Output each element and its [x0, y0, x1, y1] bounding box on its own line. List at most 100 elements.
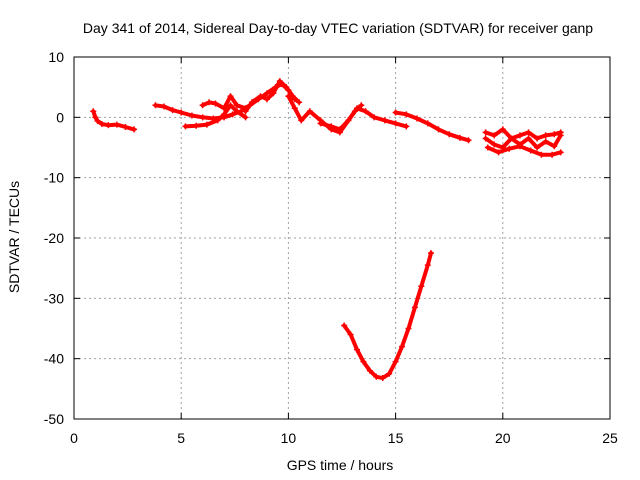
data-point: [379, 374, 386, 381]
data-point: [366, 367, 373, 374]
data-point: [291, 105, 298, 112]
data-point: [362, 108, 369, 115]
data-point: [341, 322, 348, 329]
data-point: [358, 102, 365, 109]
data-point: [298, 117, 305, 124]
data-point: [499, 126, 506, 133]
data-point: [113, 121, 120, 128]
data-point: [345, 117, 352, 124]
data-point: [351, 108, 358, 115]
data-point: [221, 111, 228, 118]
x-tick-label: 15: [388, 430, 404, 446]
data-point: [525, 135, 532, 142]
data-point: [122, 123, 129, 130]
data-point: [465, 137, 472, 144]
data-point: [525, 129, 532, 136]
y-tick-label: 10: [48, 49, 64, 65]
data-point: [317, 120, 324, 127]
data-point: [557, 149, 564, 156]
y-tick-label: -30: [44, 290, 64, 306]
data-point: [542, 132, 549, 139]
y-tick-label: 0: [56, 109, 64, 125]
data-point: [98, 120, 105, 127]
data-point: [199, 102, 206, 109]
x-axis-label: GPS time / hours: [287, 457, 394, 473]
series-line: [286, 94, 409, 135]
data-point: [360, 358, 367, 365]
data-point: [242, 114, 249, 121]
data-point: [516, 143, 523, 150]
data-point: [435, 126, 442, 133]
x-tick-label: 0: [70, 430, 78, 446]
data-point: [551, 143, 558, 150]
data-point: [491, 132, 498, 139]
series-line: [483, 127, 563, 141]
data-point: [392, 120, 399, 127]
data-point: [131, 126, 138, 133]
data-point: [549, 151, 556, 158]
data-point: [484, 144, 491, 151]
series-arc-k: [482, 126, 564, 142]
data-point: [538, 151, 545, 158]
data-series: [90, 78, 564, 381]
series-line: [483, 133, 563, 150]
series-arc-e: [242, 78, 303, 115]
data-point: [92, 114, 99, 121]
series-arc-d: [199, 93, 249, 112]
y-tick-label: -50: [44, 411, 64, 427]
data-point: [276, 78, 283, 85]
data-point: [178, 109, 185, 116]
data-point: [328, 123, 335, 130]
data-point: [169, 107, 176, 114]
data-point: [399, 343, 406, 350]
y-tick-label: -40: [44, 351, 64, 367]
data-point: [491, 141, 498, 148]
data-point: [227, 102, 234, 109]
data-point: [381, 117, 388, 124]
data-point: [152, 102, 159, 109]
data-point: [508, 135, 515, 142]
data-point: [347, 331, 354, 338]
data-point: [534, 144, 541, 151]
data-point: [263, 90, 270, 97]
data-point: [227, 93, 234, 100]
x-tick-label: 25: [602, 430, 618, 446]
data-point: [182, 123, 189, 130]
data-point: [516, 132, 523, 139]
data-point: [161, 103, 168, 110]
data-point: [482, 135, 489, 142]
data-point: [482, 129, 489, 136]
data-point: [336, 126, 343, 133]
data-point: [248, 99, 255, 106]
data-point: [257, 93, 264, 100]
data-point: [392, 358, 399, 365]
data-point: [242, 108, 249, 115]
data-point: [424, 120, 431, 127]
data-point: [371, 114, 378, 121]
data-point: [427, 250, 434, 257]
data-point: [199, 114, 206, 121]
data-point: [424, 262, 431, 269]
data-point: [233, 102, 240, 109]
data-point: [354, 346, 361, 353]
data-point: [392, 109, 399, 116]
data-point: [411, 304, 418, 311]
series-arc-g: [317, 102, 365, 133]
data-point: [285, 93, 292, 100]
series-arc-l: [484, 143, 564, 158]
data-point: [418, 283, 425, 290]
data-point: [229, 111, 236, 118]
data-point: [203, 121, 210, 128]
grid-lines: [74, 57, 610, 419]
data-point: [270, 90, 277, 97]
axis-ticks: 0 5 10 15 20 25 -50 -40 -30 -20 -10 0 10: [44, 49, 618, 446]
data-point: [206, 99, 213, 106]
data-point: [233, 108, 240, 115]
data-point: [221, 105, 228, 112]
data-point: [506, 145, 513, 152]
series-arc-f: [285, 93, 410, 136]
data-point: [403, 111, 410, 118]
data-point: [542, 138, 549, 145]
chart-title: Day 341 of 2014, Sidereal Day-to-day VTE…: [83, 20, 593, 36]
